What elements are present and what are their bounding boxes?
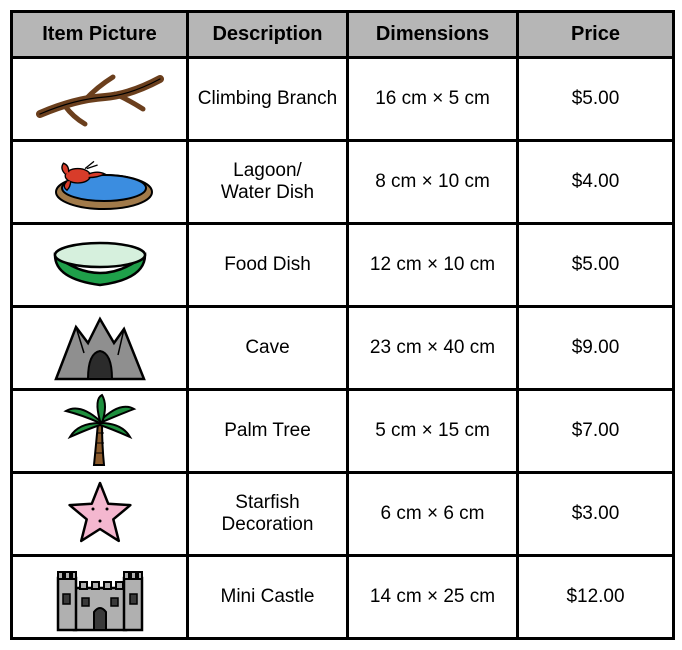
cell-dimensions: 8 cm × 10 cm: [348, 141, 518, 224]
cell-price: $12.00: [518, 556, 674, 639]
cell-price: $5.00: [518, 224, 674, 307]
table-row: Cave23 cm × 40 cm$9.00: [12, 307, 674, 390]
starfish-icon: [12, 473, 188, 556]
table-row: Lagoon/Water Dish8 cm × 10 cm$4.00: [12, 141, 674, 224]
cell-dimensions: 16 cm × 5 cm: [348, 58, 518, 141]
bowl-icon: [12, 224, 188, 307]
header-description: Description: [188, 12, 348, 58]
branch-icon: [12, 58, 188, 141]
cell-price: $9.00: [518, 307, 674, 390]
table-row: Food Dish12 cm × 10 cm$5.00: [12, 224, 674, 307]
cell-description: Mini Castle: [188, 556, 348, 639]
table-row: Mini Castle14 cm × 25 cm$12.00: [12, 556, 674, 639]
cell-dimensions: 23 cm × 40 cm: [348, 307, 518, 390]
table-row: Climbing Branch16 cm × 5 cm$5.00: [12, 58, 674, 141]
table-row: Palm Tree5 cm × 15 cm$7.00: [12, 390, 674, 473]
header-picture: Item Picture: [12, 12, 188, 58]
cell-description: Palm Tree: [188, 390, 348, 473]
table-row: Starfish Decoration6 cm × 6 cm$3.00: [12, 473, 674, 556]
cell-dimensions: 12 cm × 10 cm: [348, 224, 518, 307]
cell-dimensions: 6 cm × 6 cm: [348, 473, 518, 556]
items-table: Item Picture Description Dimensions Pric…: [10, 10, 675, 640]
cell-description: Starfish Decoration: [188, 473, 348, 556]
cell-dimensions: 14 cm × 25 cm: [348, 556, 518, 639]
header-price: Price: [518, 12, 674, 58]
cell-description: Food Dish: [188, 224, 348, 307]
header-dimensions: Dimensions: [348, 12, 518, 58]
cell-description: Cave: [188, 307, 348, 390]
cell-description: Climbing Branch: [188, 58, 348, 141]
header-row: Item Picture Description Dimensions Pric…: [12, 12, 674, 58]
cave-icon: [12, 307, 188, 390]
cell-price: $5.00: [518, 58, 674, 141]
palm-icon: [12, 390, 188, 473]
cell-price: $7.00: [518, 390, 674, 473]
cell-description: Lagoon/Water Dish: [188, 141, 348, 224]
cell-price: $3.00: [518, 473, 674, 556]
cell-dimensions: 5 cm × 15 cm: [348, 390, 518, 473]
cell-price: $4.00: [518, 141, 674, 224]
lagoon-icon: [12, 141, 188, 224]
castle-icon: [12, 556, 188, 639]
